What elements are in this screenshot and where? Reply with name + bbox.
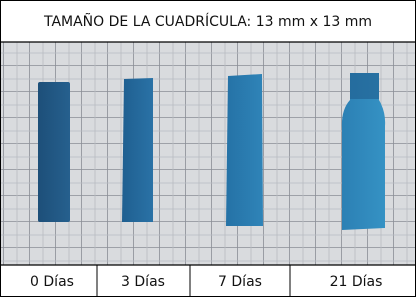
figure-svg: TAMAÑO DE LA CUADRÍCULA: 13 mm x 13 mm 0… <box>0 0 416 297</box>
figure: TAMAÑO DE LA CUADRÍCULA: 13 mm x 13 mm 0… <box>0 0 416 297</box>
sample-label: 7 Días <box>218 274 262 290</box>
header-title: TAMAÑO DE LA CUADRÍCULA: 13 mm x 13 mm <box>43 13 372 30</box>
sample-strip <box>38 82 70 222</box>
sample-label: 0 Días <box>30 274 74 290</box>
sample-strip <box>122 78 153 222</box>
sample-label: 3 Días <box>121 274 165 290</box>
strip-top <box>350 73 379 99</box>
sample-label: 21 Días <box>330 274 383 290</box>
sample-strip <box>226 74 263 226</box>
